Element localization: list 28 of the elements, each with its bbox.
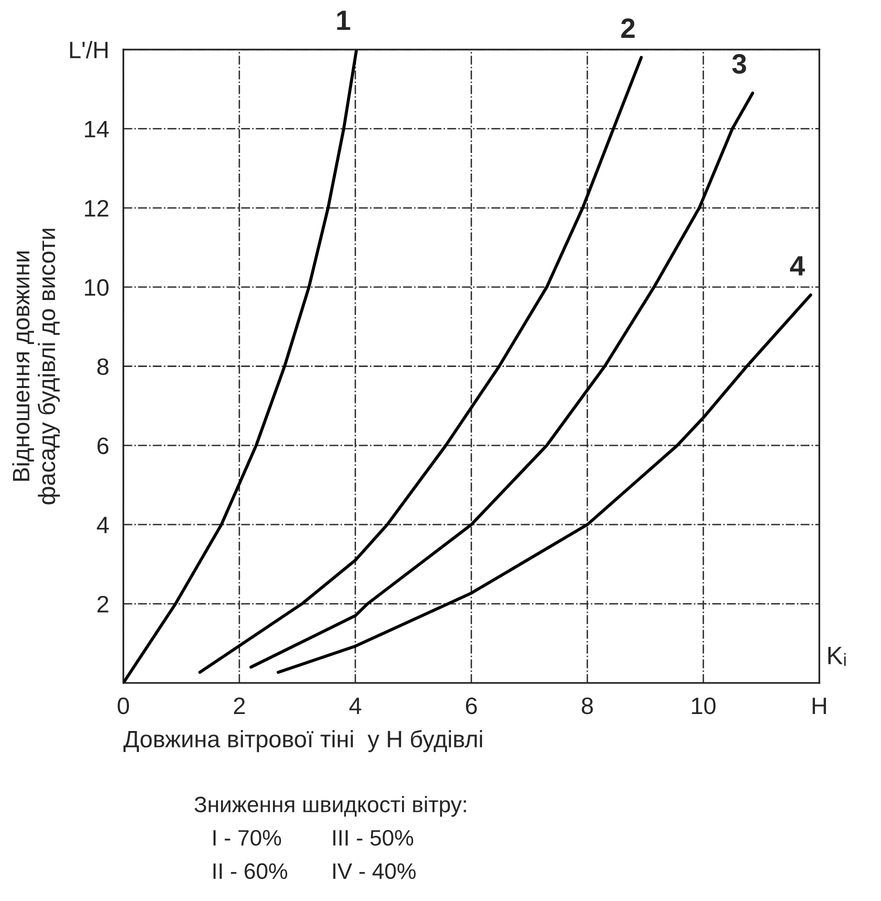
text: Зниження швидкості вітру: bbox=[194, 796, 466, 817]
x-axis-title: Довжина вітрової тіні у Н будівлі bbox=[124, 730, 482, 752]
x-tick-label: 0 bbox=[118, 697, 129, 714]
x-tick-label: 6 bbox=[466, 697, 477, 714]
y-tick-label: 6 bbox=[98, 438, 108, 454]
line-series bbox=[249, 92, 754, 669]
text: Kᵢ bbox=[828, 646, 846, 666]
y-tick-label: 12 bbox=[84, 200, 108, 216]
y-tick-label: 10 bbox=[84, 279, 109, 296]
line-series bbox=[198, 56, 643, 674]
text: I - 70% III - 50% bbox=[213, 830, 414, 846]
y-axis-title: Відношення довжини фасаду будівлі до висоти bbox=[12, 228, 60, 504]
x-tick-label: 2 bbox=[234, 697, 245, 714]
y-tick-label: 8 bbox=[97, 358, 108, 376]
series-label: 4 bbox=[790, 256, 805, 276]
y-tick-label: L'/H bbox=[70, 41, 108, 58]
line-series bbox=[276, 293, 812, 674]
x-tick-label: H bbox=[812, 698, 826, 714]
x-tick-label: 8 bbox=[582, 697, 593, 714]
x-tick-label: 10 bbox=[692, 697, 716, 714]
series-label: 2 bbox=[621, 18, 635, 38]
y-tick-label: 2 bbox=[98, 596, 108, 612]
series-label: 3 bbox=[732, 54, 746, 74]
y-tick-label: 14 bbox=[84, 121, 109, 138]
y-tick-label: 4 bbox=[96, 516, 109, 534]
text: II - 60% IV - 40% bbox=[213, 863, 416, 880]
x-tick-label: 4 bbox=[349, 698, 362, 714]
series-label: 1 bbox=[337, 10, 350, 30]
